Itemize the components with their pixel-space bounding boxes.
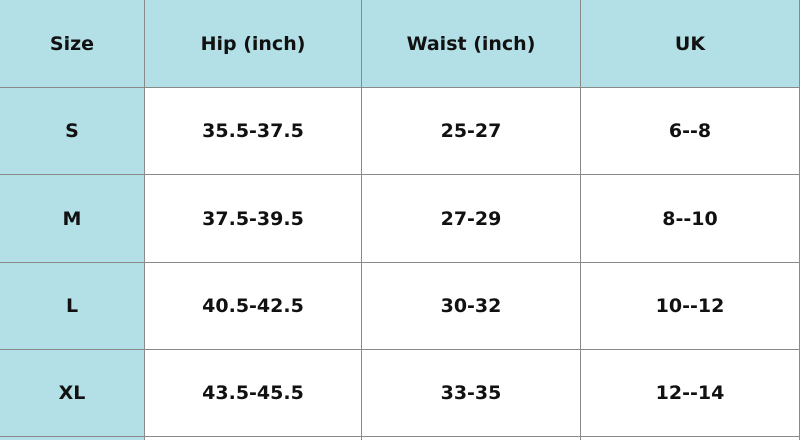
size-cell: L xyxy=(0,263,145,350)
size-cell: S xyxy=(0,88,145,175)
data-cell: 6--8 xyxy=(581,88,800,175)
data-cell: 33-35 xyxy=(362,350,581,437)
data-cell: 30-32 xyxy=(362,263,581,350)
header-cell: UK xyxy=(581,0,800,88)
table-edge xyxy=(145,437,362,440)
data-cell: 35.5-37.5 xyxy=(145,88,362,175)
table-edge xyxy=(362,437,581,440)
data-cell: 43.5-45.5 xyxy=(145,350,362,437)
table-edge xyxy=(0,437,145,440)
data-cell: 25-27 xyxy=(362,88,581,175)
data-cell: 10--12 xyxy=(581,263,800,350)
data-cell: 8--10 xyxy=(581,175,800,263)
header-cell: Size xyxy=(0,0,145,88)
size-cell: M xyxy=(0,175,145,263)
data-cell: 27-29 xyxy=(362,175,581,263)
data-cell: 40.5-42.5 xyxy=(145,263,362,350)
size-cell: XL xyxy=(0,350,145,437)
data-cell: 37.5-39.5 xyxy=(145,175,362,263)
header-cell: Waist (inch) xyxy=(362,0,581,88)
data-cell: 12--14 xyxy=(581,350,800,437)
header-cell: Hip (inch) xyxy=(145,0,362,88)
